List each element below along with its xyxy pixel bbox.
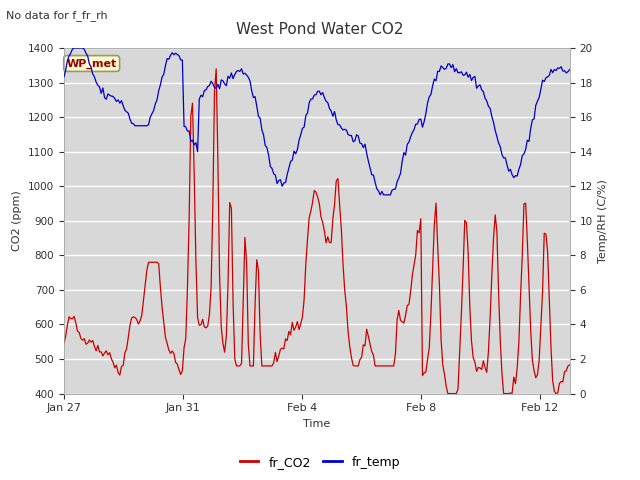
Text: No data for f_fr_rh: No data for f_fr_rh <box>6 10 108 21</box>
Y-axis label: CO2 (ppm): CO2 (ppm) <box>12 191 22 251</box>
Text: West Pond Water CO2: West Pond Water CO2 <box>236 22 404 36</box>
Y-axis label: Temp/RH (C/%): Temp/RH (C/%) <box>598 179 608 263</box>
Legend: fr_CO2, fr_temp: fr_CO2, fr_temp <box>235 451 405 474</box>
Text: WP_met: WP_met <box>67 59 116 69</box>
X-axis label: Time: Time <box>303 419 330 429</box>
